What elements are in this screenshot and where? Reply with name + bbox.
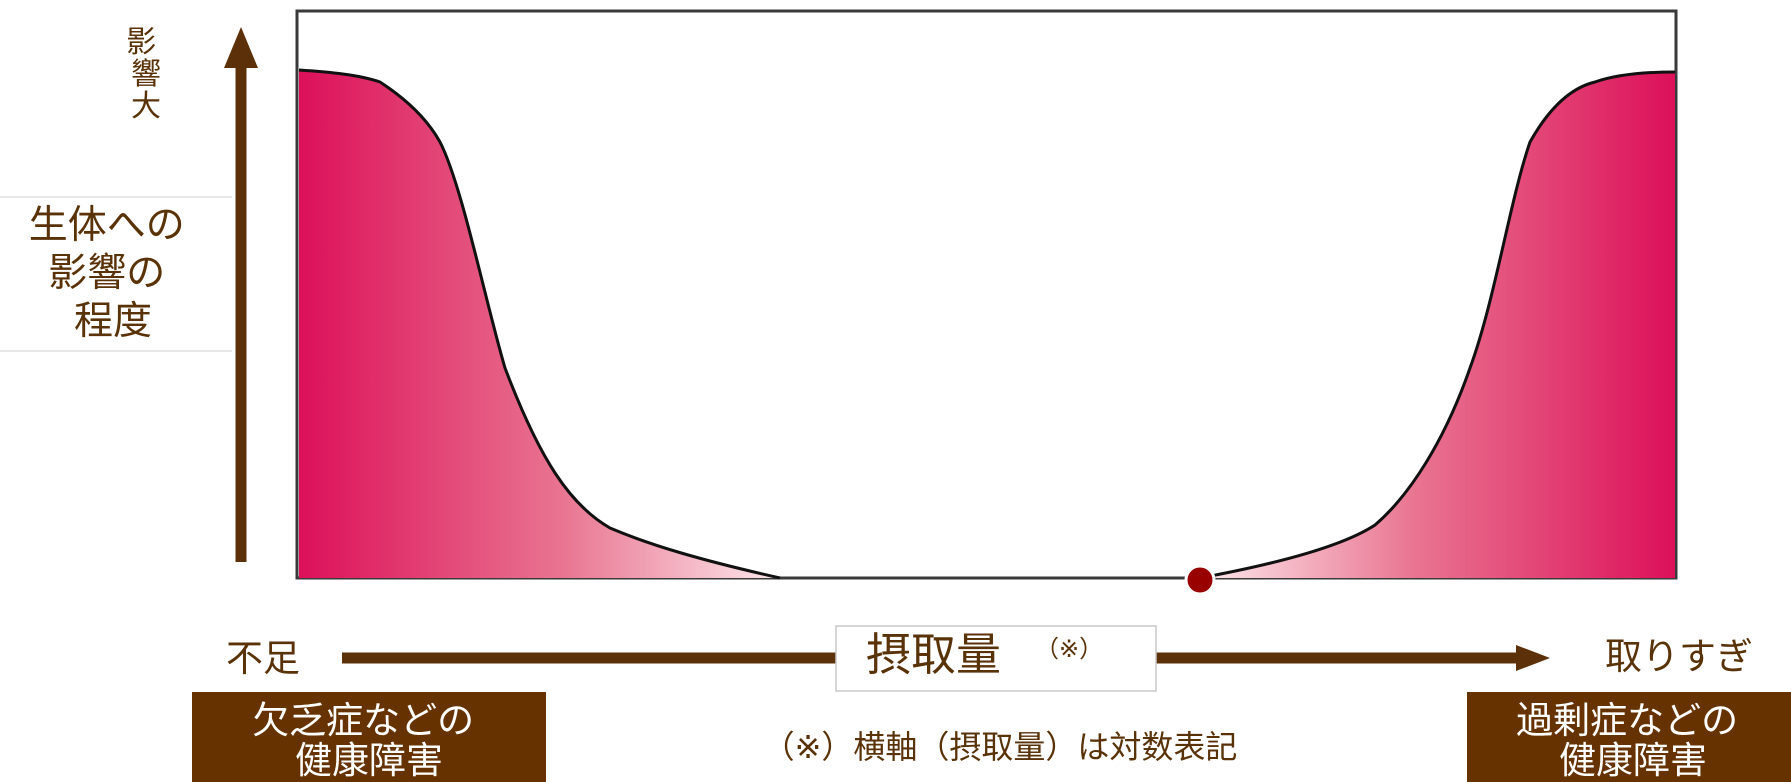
y-axis-arrow-head	[224, 27, 258, 68]
deficiency-region	[299, 70, 780, 578]
threshold-dot	[1184, 564, 1216, 596]
excess-curve	[1199, 70, 1676, 580]
x-axis-right-label: 取りすぎ	[1605, 635, 1753, 678]
excess-box-text: 過剰症などの 健康障害	[1516, 699, 1750, 782]
deficiency-curve	[298, 68, 781, 580]
x-axis-left-label: 不足	[226, 637, 300, 680]
x-axis-arrow-head	[1516, 645, 1550, 671]
excess-region	[1200, 72, 1675, 578]
deficiency-box-text: 欠乏症などの 健康障害	[252, 699, 486, 782]
deficiency-box	[192, 692, 546, 782]
x-axis-center-box	[835, 625, 1157, 692]
x-axis-center-mark: （※）	[1035, 635, 1103, 663]
footnote: （※）横軸（摂取量）は対数表記	[763, 728, 1238, 766]
y-axis-title: 生体への 影響の 程度	[29, 203, 197, 344]
y-axis-top-label: 影 響大	[126, 25, 166, 124]
excess-box	[1467, 692, 1791, 782]
x-axis-center-label: 摂取量	[866, 628, 1001, 681]
